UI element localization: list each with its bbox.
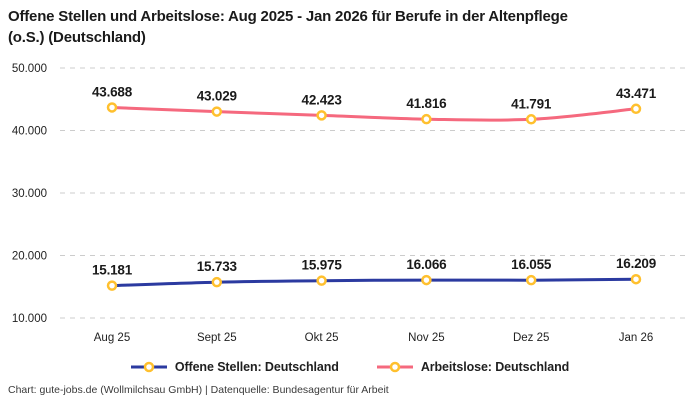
legend-line-marker-icon [130, 361, 167, 373]
data-point-label-offene-stellen: 15.181 [92, 263, 133, 278]
x-axis-tick-label: Aug 25 [94, 332, 130, 344]
data-point-marker-arbeitslose[interactable] [211, 106, 223, 117]
data-point-marker-offene-stellen[interactable] [211, 276, 223, 288]
data-point-label-arbeitslose: 43.688 [92, 84, 133, 99]
y-axis-tick-label: 40.000 [12, 126, 47, 138]
legend-item-arbeitslose[interactable]: Arbeitslose: Deutschland [376, 360, 570, 374]
data-point-label-arbeitslose: 41.791 [511, 96, 552, 111]
legend-line-marker-icon [376, 361, 413, 373]
legend-label-offene-stellen: Offene Stellen: Deutschland [174, 360, 339, 374]
chart-title: Offene Stellen und Arbeitslose: Aug 2025… [8, 6, 688, 48]
x-axis-tick-label: Nov 25 [408, 332, 444, 344]
data-point-marker-offene-stellen[interactable] [106, 280, 118, 291]
chart-title-line2: (o.S.) (Deutschland) [8, 29, 146, 46]
y-axis-tick-label: 10.000 [12, 313, 47, 325]
data-point-marker-arbeitslose[interactable] [421, 113, 432, 125]
data-point-label-arbeitslose: 41.816 [406, 96, 447, 111]
data-point-marker-arbeitslose[interactable] [316, 110, 327, 121]
data-point-marker-arbeitslose[interactable] [106, 102, 118, 113]
data-point-marker-offene-stellen[interactable] [316, 275, 327, 286]
x-axis-tick-label: Okt 25 [305, 332, 339, 344]
legend: Offene Stellen: Deutschland Arbeitslose:… [0, 360, 700, 374]
data-point-label-arbeitslose: 43.029 [197, 89, 237, 104]
legend-label-arbeitslose: Arbeitslose: Deutschland [420, 360, 570, 374]
chart-canvas: 10.000 20.000 30.000 40.000 50.000 Aug 25 Sept… [12, 63, 688, 344]
data-point-label-offene-stellen: 15.975 [302, 258, 343, 273]
y-axis-tick-label: 30.000 [12, 188, 47, 200]
data-point-marker-offene-stellen[interactable] [630, 273, 642, 285]
data-point-label-offene-stellen: 15.733 [197, 259, 238, 274]
series-line-arbeitslose [110, 106, 638, 122]
data-point-marker-arbeitslose[interactable] [630, 103, 642, 115]
y-axis-tick-label: 50.000 [12, 63, 47, 75]
data-point-marker-arbeitslose[interactable] [525, 114, 537, 125]
chart-title-line1: Offene Stellen und Arbeitslose: Aug 2025… [8, 8, 568, 25]
y-axis-tick-label: 20.000 [12, 251, 47, 263]
data-point-marker-offene-stellen[interactable] [525, 274, 537, 286]
legend-item-offene-stellen[interactable]: Offene Stellen: Deutschland [130, 360, 339, 374]
x-axis-tick-label: Jan 26 [619, 332, 654, 344]
data-point-label-arbeitslose: 42.423 [302, 92, 343, 107]
data-point-label-offene-stellen: 16.066 [406, 257, 447, 272]
x-axis-tick-label: Sept 25 [197, 332, 237, 344]
chart-attribution: Chart: gute-jobs.de (Wollmilchsau GmbH) … [8, 384, 389, 396]
data-point-label-offene-stellen: 16.055 [511, 257, 552, 272]
data-point-label-arbeitslose: 43.471 [616, 86, 657, 101]
series-line-offene-stellen [110, 277, 638, 288]
data-point-label-offene-stellen: 16.209 [616, 256, 656, 271]
data-point-marker-offene-stellen[interactable] [421, 274, 432, 286]
x-axis-tick-label: Dez 25 [513, 332, 549, 344]
